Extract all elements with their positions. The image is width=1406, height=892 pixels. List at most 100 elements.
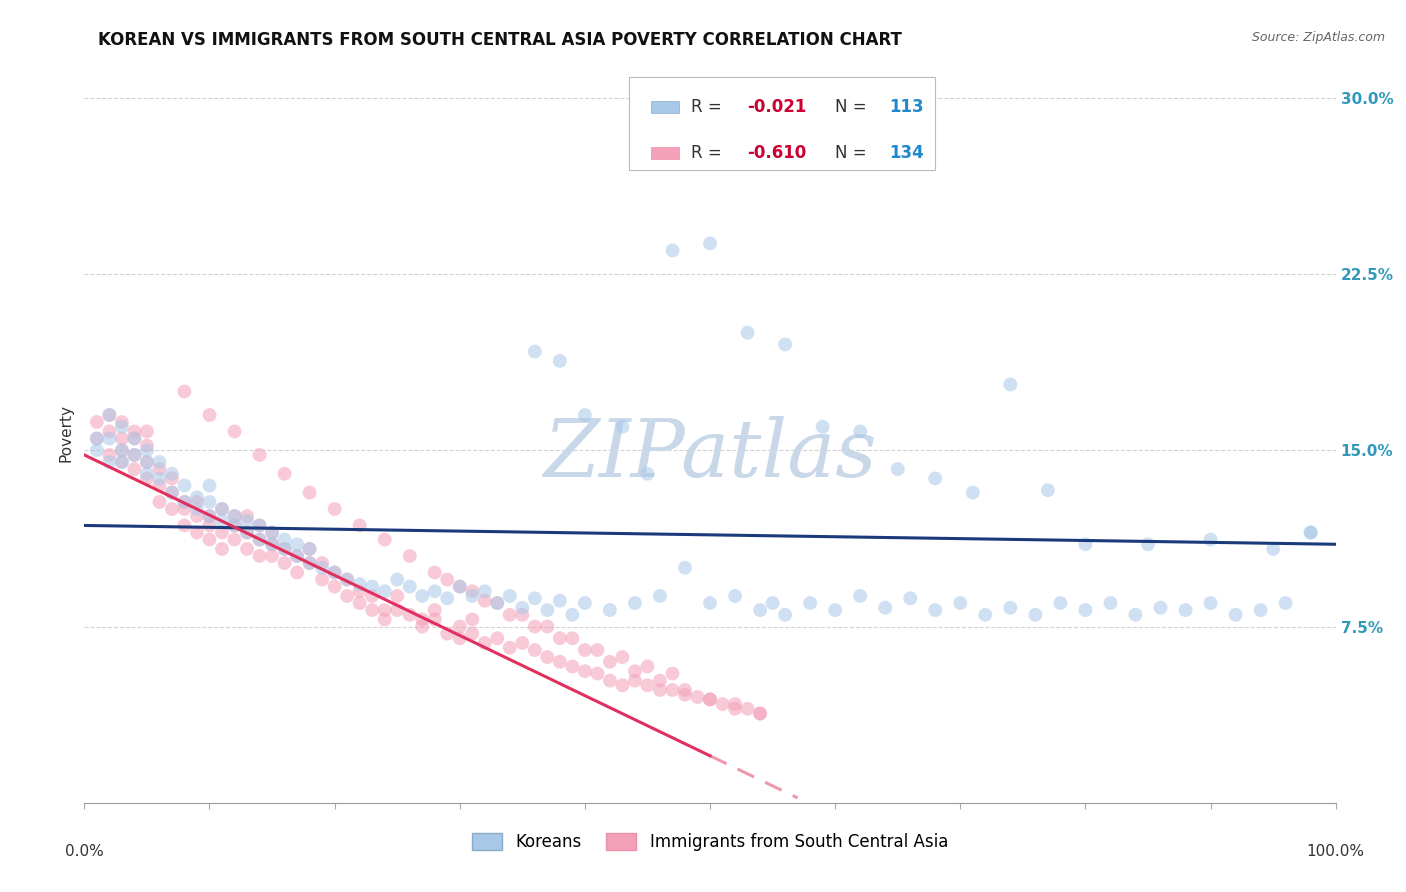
Point — [673, 561, 696, 575]
FancyBboxPatch shape — [651, 101, 679, 112]
Text: -0.021: -0.021 — [748, 98, 807, 116]
Point — [298, 556, 321, 570]
Point — [249, 533, 271, 547]
Point — [474, 593, 496, 607]
Point — [612, 650, 634, 665]
Point — [148, 455, 170, 469]
Point — [98, 455, 121, 469]
Point — [974, 607, 997, 622]
Point — [249, 518, 271, 533]
Point — [124, 448, 146, 462]
Point — [523, 591, 546, 606]
Point — [198, 509, 221, 524]
Point — [1125, 607, 1147, 622]
Point — [173, 518, 195, 533]
Point — [724, 702, 747, 716]
Point — [148, 471, 170, 485]
Point — [111, 415, 134, 429]
Point — [773, 337, 796, 351]
Point — [124, 448, 146, 462]
Point — [548, 655, 571, 669]
Point — [111, 455, 134, 469]
Point — [449, 580, 471, 594]
Point — [148, 478, 170, 492]
Point — [262, 537, 284, 551]
Point — [574, 664, 596, 678]
Point — [211, 525, 233, 540]
Y-axis label: Poverty: Poverty — [58, 403, 73, 462]
Point — [499, 607, 522, 622]
Point — [148, 495, 170, 509]
Point — [262, 549, 284, 563]
Point — [624, 596, 647, 610]
Point — [323, 580, 346, 594]
Point — [224, 509, 246, 524]
Point — [962, 485, 984, 500]
FancyBboxPatch shape — [628, 78, 935, 169]
Point — [285, 549, 308, 563]
Point — [98, 425, 121, 439]
Point — [661, 244, 683, 258]
Point — [136, 438, 159, 452]
Point — [548, 354, 571, 368]
Point — [211, 502, 233, 516]
Point — [536, 603, 558, 617]
Point — [461, 584, 484, 599]
Point — [1149, 600, 1171, 615]
Point — [1000, 600, 1022, 615]
Point — [612, 419, 634, 434]
Point — [249, 518, 271, 533]
Point — [361, 603, 384, 617]
Point — [1074, 603, 1097, 617]
Point — [1174, 603, 1197, 617]
Point — [1274, 596, 1296, 610]
Point — [1099, 596, 1122, 610]
Point — [499, 589, 522, 603]
Point — [599, 655, 621, 669]
Point — [262, 525, 284, 540]
Point — [673, 683, 696, 698]
Point — [86, 432, 108, 446]
Point — [411, 589, 433, 603]
Point — [111, 419, 134, 434]
Point — [648, 673, 671, 688]
Point — [423, 584, 446, 599]
Text: 113: 113 — [889, 98, 924, 116]
Point — [186, 490, 208, 504]
Point — [124, 425, 146, 439]
Point — [799, 596, 821, 610]
Point — [323, 566, 346, 580]
Text: 134: 134 — [889, 145, 924, 162]
Point — [198, 408, 221, 422]
Point — [586, 643, 609, 657]
Point — [423, 603, 446, 617]
Point — [160, 502, 183, 516]
Point — [124, 432, 146, 446]
Text: R =: R = — [692, 145, 727, 162]
Point — [111, 443, 134, 458]
Point — [236, 514, 259, 528]
Point — [385, 573, 409, 587]
Text: 0.0%: 0.0% — [65, 844, 104, 858]
Point — [423, 612, 446, 626]
Point — [724, 697, 747, 711]
Point — [124, 432, 146, 446]
Point — [1036, 483, 1059, 498]
Point — [249, 448, 271, 462]
Point — [374, 533, 396, 547]
Point — [449, 619, 471, 633]
Point — [574, 643, 596, 657]
Point — [648, 589, 671, 603]
Point — [98, 408, 121, 422]
Point — [398, 607, 420, 622]
Point — [1049, 596, 1071, 610]
Point — [436, 626, 458, 640]
Point — [949, 596, 972, 610]
Point — [136, 467, 159, 481]
Point — [298, 485, 321, 500]
Point — [186, 502, 208, 516]
Point — [699, 692, 721, 706]
Point — [824, 603, 846, 617]
Point — [349, 584, 371, 599]
Point — [298, 556, 321, 570]
